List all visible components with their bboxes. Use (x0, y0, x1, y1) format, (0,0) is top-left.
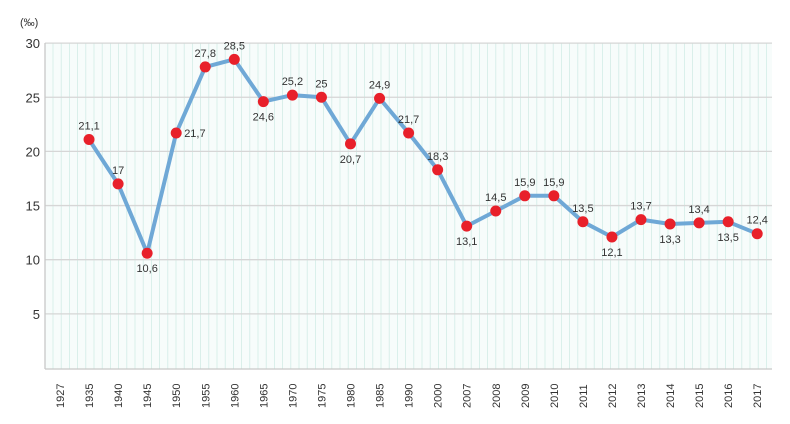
data-label: 25 (315, 78, 327, 90)
data-points (83, 53, 763, 259)
data-point (751, 228, 763, 240)
x-tick-label: 2011 (578, 384, 590, 408)
data-point (635, 214, 647, 226)
data-point (693, 217, 705, 229)
data-label: 13,4 (688, 204, 709, 216)
y-tick-label: 25 (26, 90, 40, 105)
data-label: 28,5 (224, 40, 245, 52)
x-tick-label: 1955 (200, 384, 212, 408)
data-point (257, 96, 269, 108)
data-label: 27,8 (195, 48, 216, 60)
x-tick-label: 2000 (433, 384, 445, 408)
data-point (83, 133, 95, 145)
data-label: 15,9 (514, 177, 535, 189)
data-label: 24,9 (369, 79, 390, 91)
data-label: 15,9 (543, 177, 564, 189)
data-label: 21,7 (398, 114, 419, 126)
x-tick-label: 1927 (55, 384, 67, 408)
data-label: 25,2 (282, 76, 303, 88)
data-point (112, 178, 124, 190)
data-point (199, 61, 211, 73)
major-grid (45, 42, 772, 315)
data-point (403, 127, 415, 139)
data-point (664, 218, 676, 230)
x-tick-label: 2013 (636, 384, 648, 408)
data-label: 21,1 (78, 120, 99, 132)
data-label: 20,7 (340, 154, 361, 166)
data-point (577, 216, 589, 228)
y-tick-label: 5 (33, 307, 40, 322)
x-tick-labels: 1927 1935 1940 1945 1950 1955 1960 1965 1970 1975… (55, 384, 764, 408)
data-point (286, 89, 298, 101)
y-axis-unit-label: (‰) (20, 17, 38, 29)
data-point (432, 164, 444, 176)
x-tick-label: 2012 (607, 384, 619, 408)
data-point (345, 138, 356, 150)
data-label: 12,4 (746, 215, 767, 227)
data-point (170, 127, 182, 139)
data-label: 13,7 (630, 201, 651, 213)
y-tick-label: 10 (26, 253, 40, 268)
data-point (461, 220, 473, 232)
x-tick-label: 2010 (549, 384, 561, 408)
data-label: 18,3 (427, 151, 448, 163)
y-tick-labels: 5 10 15 20 25 30 (26, 36, 40, 322)
x-tick-label: 2017 (752, 384, 764, 408)
x-tick-label: 1960 (229, 384, 241, 408)
y-tick-label: 30 (26, 36, 40, 51)
x-tick-label: 1990 (404, 384, 416, 408)
x-tick-label: 1935 (84, 384, 96, 408)
x-tick-label: 1940 (113, 384, 125, 408)
x-tick-label: 2008 (491, 384, 503, 408)
data-point (548, 190, 560, 202)
data-point (228, 53, 240, 65)
data-label: 10,6 (136, 263, 157, 275)
data-label: 14,5 (485, 192, 506, 204)
data-labels: 21,1 17 10,6 21,7 27,8 28,5 24,6 25,2 25 20,7 24,9… (78, 40, 768, 275)
data-point (490, 205, 502, 217)
y-tick-label: 20 (26, 144, 40, 159)
data-point (315, 91, 327, 103)
data-label: 13,5 (572, 203, 593, 215)
data-label: 21,7 (184, 128, 205, 140)
data-point (722, 216, 734, 228)
data-point (606, 231, 618, 243)
x-tick-label: 2007 (462, 384, 474, 408)
x-tick-label: 1975 (316, 384, 328, 408)
data-label: 13,5 (717, 232, 738, 244)
x-tick-label: 2015 (694, 384, 706, 408)
y-tick-label: 15 (26, 199, 40, 214)
x-tick-label: 1980 (346, 384, 358, 408)
data-label: 12,1 (601, 247, 622, 259)
x-tick-label: 2009 (520, 384, 532, 408)
x-tick-label: 2014 (665, 384, 677, 408)
data-label: 24,6 (253, 112, 274, 124)
x-tick-label: 1945 (142, 384, 154, 408)
data-point (141, 247, 153, 259)
x-tick-label: 1965 (258, 384, 270, 408)
data-label: 13,1 (456, 236, 477, 248)
x-tick-label: 1985 (375, 384, 387, 408)
x-tick-label: 1950 (171, 384, 183, 408)
x-tick-label: 1970 (287, 384, 299, 408)
data-label: 17 (112, 165, 124, 177)
data-label: 13,3 (659, 234, 680, 246)
data-point (519, 190, 531, 202)
x-tick-label: 2016 (723, 384, 735, 408)
data-point (374, 92, 386, 104)
